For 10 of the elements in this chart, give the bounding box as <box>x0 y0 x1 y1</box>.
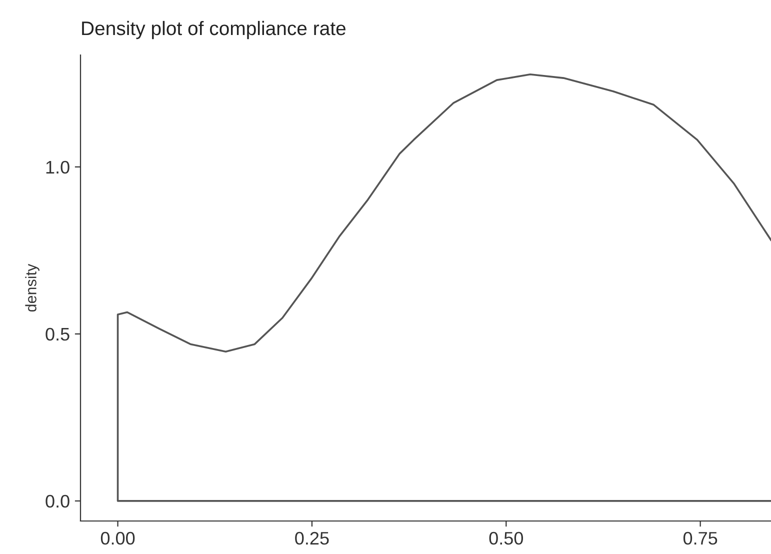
chart-title: Density plot of compliance rate <box>82 20 346 40</box>
y-tick-label: 0.0 <box>46 494 70 508</box>
line-series <box>116 73 771 502</box>
y-tick-label: 1.0 <box>46 160 70 174</box>
x-tick-label: 0.00 <box>100 532 135 545</box>
y-tick-label: 0.5 <box>46 328 70 341</box>
x-tick-label: 0.50 <box>489 532 524 545</box>
y-axis-title: density <box>25 264 40 312</box>
x-tick-label: 0.25 <box>295 532 329 545</box>
x-tick-label: 0.75 <box>683 532 718 545</box>
